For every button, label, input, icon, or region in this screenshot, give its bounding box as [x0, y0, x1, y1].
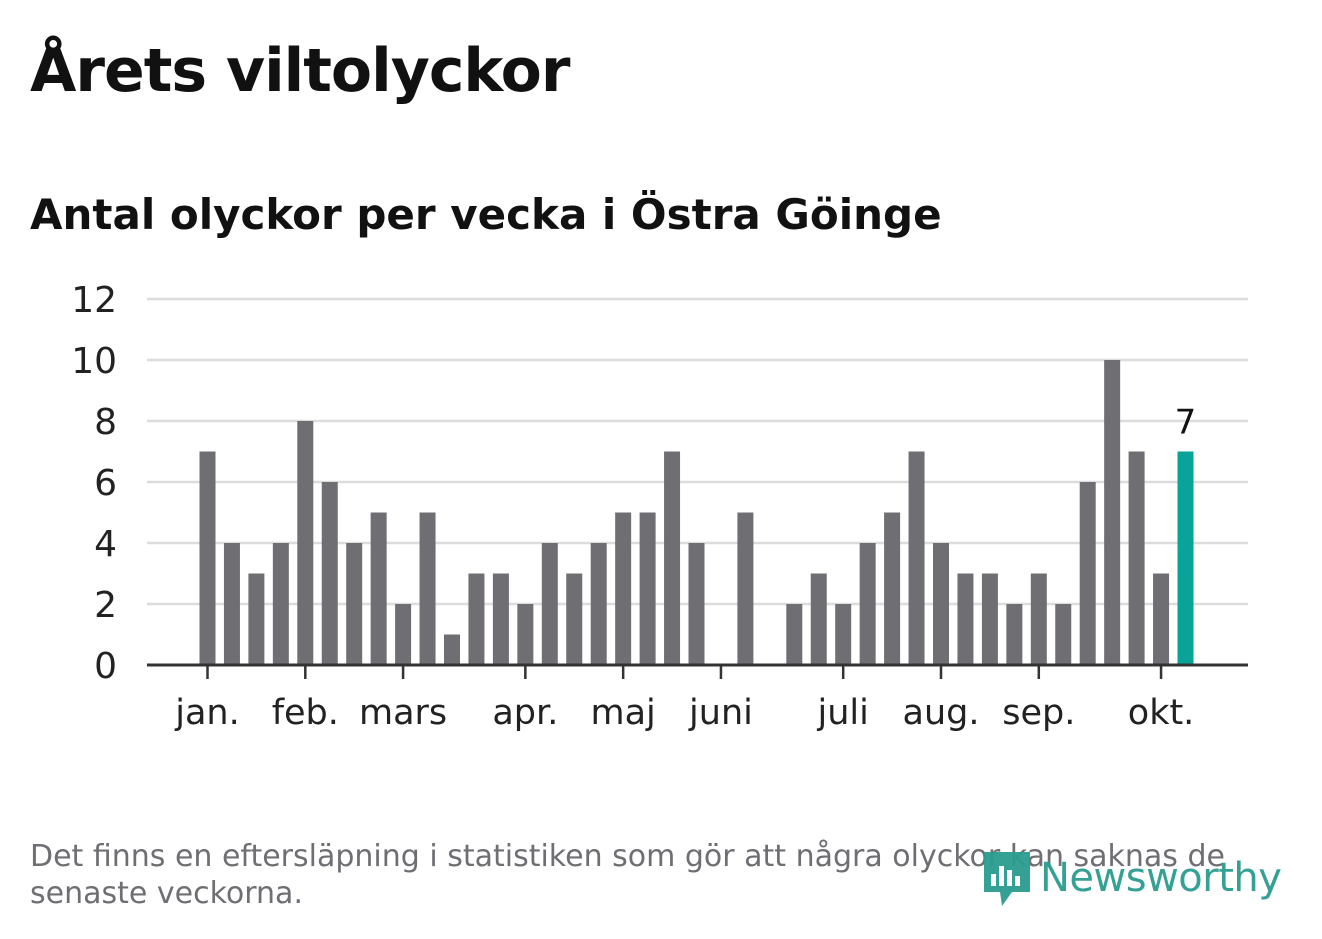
y-tick-label: 8 — [94, 402, 117, 443]
x-tick-label: jan. — [174, 693, 239, 733]
data-label-last-week: 7 — [1175, 403, 1197, 443]
bar — [297, 421, 314, 665]
logo-text: Newsworthy — [1040, 855, 1282, 901]
bar — [835, 604, 852, 665]
bar — [1055, 604, 1072, 665]
y-tick-label: 2 — [94, 585, 117, 626]
bar — [346, 543, 363, 665]
bar — [321, 482, 338, 665]
bar — [492, 573, 509, 665]
bar — [1153, 573, 1170, 665]
x-tick-label: juni — [688, 693, 753, 733]
bar — [810, 573, 827, 665]
x-tick-label: aug. — [903, 693, 980, 733]
bar — [248, 573, 265, 665]
bar — [517, 604, 534, 665]
bar — [908, 451, 925, 665]
y-tick-label: 6 — [94, 463, 117, 504]
data-labels: 7 — [1175, 403, 1197, 443]
y-axis-ticks: 0 2 4 6 8 10 12 — [71, 280, 117, 687]
bar — [933, 543, 949, 665]
bar — [199, 451, 216, 665]
y-tick-label: 10 — [71, 341, 117, 382]
bar — [981, 573, 998, 665]
chart-subtitle: Antal olyckor per vecka i Östra Göinge — [30, 190, 942, 239]
bar — [1030, 573, 1047, 665]
bar — [566, 573, 583, 665]
chart-title: Årets viltolyckor — [30, 36, 570, 106]
bar — [1104, 360, 1121, 665]
bar — [419, 512, 436, 665]
bar — [444, 634, 460, 665]
newsworthy-logo: Newsworthy — [982, 848, 1282, 908]
bar — [590, 543, 607, 665]
bar — [395, 604, 412, 665]
bar-chart: 0 2 4 6 8 10 12 jan. feb. mars apr. maj juni juli aug… — [71, 280, 1248, 733]
bar — [786, 604, 803, 665]
x-axis-ticks: jan. feb. mars apr. maj juni juli aug. sep. okt. — [174, 665, 1194, 733]
bar — [615, 512, 632, 665]
bar — [859, 543, 876, 665]
bar — [639, 512, 656, 665]
bar — [737, 512, 754, 665]
bar — [370, 512, 387, 665]
bars — [199, 360, 1194, 665]
newsworthy-logo-icon — [984, 852, 1030, 906]
bar — [1006, 604, 1023, 665]
x-tick-label: sep. — [1002, 693, 1075, 733]
bar — [664, 451, 681, 665]
bar — [541, 543, 558, 665]
bar — [468, 573, 485, 665]
bar — [1079, 482, 1096, 665]
x-tick-label: apr. — [492, 693, 558, 733]
y-tick-label: 0 — [94, 646, 117, 687]
bar — [272, 543, 289, 665]
x-tick-label: juli — [817, 693, 869, 733]
x-tick-label: feb. — [272, 693, 339, 733]
bar — [957, 573, 974, 665]
x-tick-label: maj — [591, 693, 656, 733]
x-tick-label: okt. — [1128, 693, 1195, 733]
bar — [688, 543, 705, 665]
bar — [223, 543, 240, 665]
y-tick-label: 4 — [94, 524, 117, 565]
x-tick-label: mars — [359, 693, 447, 733]
bar — [1128, 451, 1145, 665]
bar — [1177, 451, 1194, 665]
bar — [884, 512, 901, 665]
y-tick-label: 12 — [71, 280, 117, 321]
